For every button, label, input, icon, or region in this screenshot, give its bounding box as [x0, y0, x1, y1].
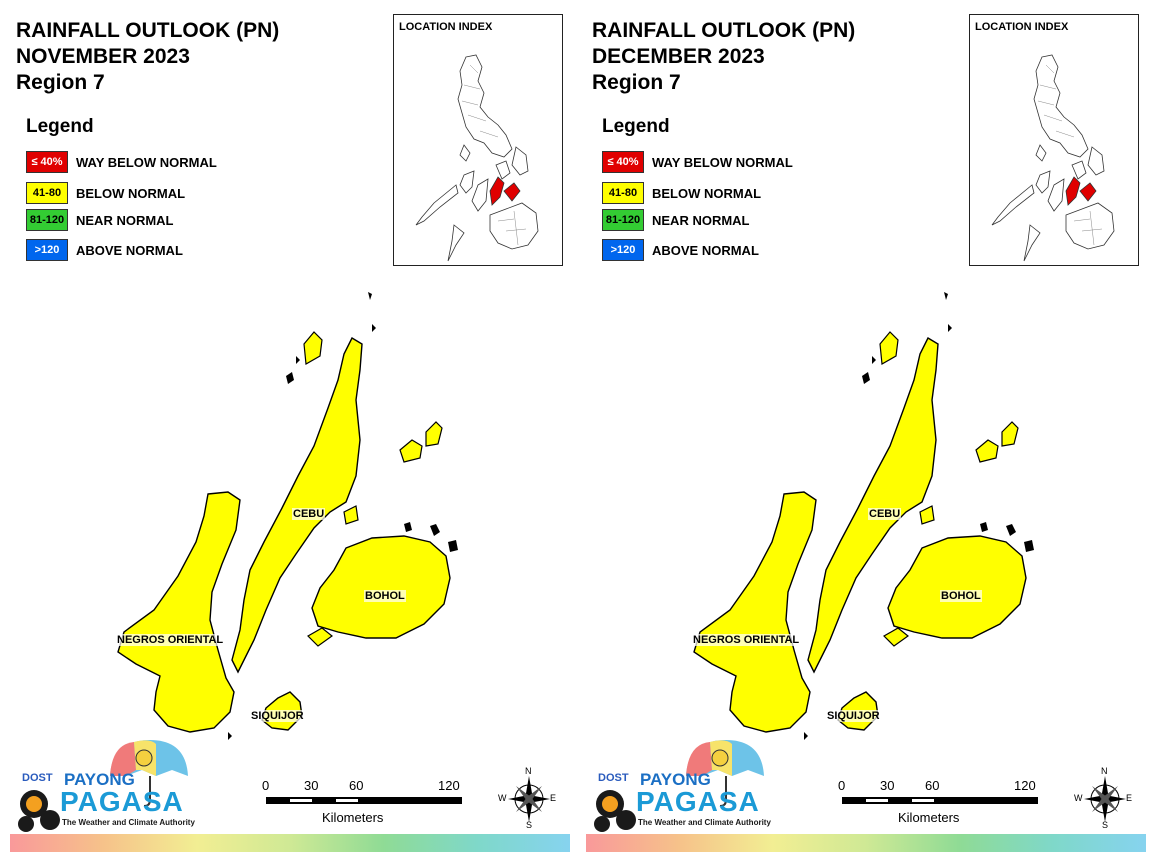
legend-label: BELOW NORMAL	[76, 185, 186, 201]
legend-item-above-normal: >120 ABOVE NORMAL	[26, 238, 183, 262]
footer-color-bar	[586, 834, 1146, 852]
location-index-map: LOCATION INDEX	[393, 14, 563, 266]
location-index-title: LOCATION INDEX	[399, 21, 493, 33]
north-arrow-compass: N E S W	[1074, 766, 1136, 832]
compass-e: E	[1126, 793, 1133, 803]
title-line-2: NOVEMBER 2023	[16, 45, 190, 68]
negros-oriental-province	[117, 491, 241, 733]
logo-tagline: The Weather and Climate Authority	[638, 818, 771, 827]
legend-item-near-normal: 81-120 NEAR NORMAL	[26, 208, 174, 232]
umbrella-logo-icon	[18, 740, 188, 832]
compass-n: N	[525, 766, 532, 776]
scale-tick-30: 30	[880, 778, 895, 793]
legend-swatch: 81-120	[602, 209, 644, 231]
scale-unit-label: Kilometers	[898, 810, 960, 825]
scale-tick-60: 60	[925, 778, 940, 793]
logo-payong: PAYONG	[64, 770, 135, 789]
legend-item-below-normal: 41-80 BELOW NORMAL	[602, 181, 761, 205]
region-7-province-map	[693, 292, 1034, 740]
place-label-cebu: CEBU	[868, 508, 902, 520]
scale-bar-graphic	[842, 797, 1038, 804]
legend-item-way-below-normal: ≤ 40% WAY BELOW NORMAL	[26, 150, 217, 174]
map-title: RAINFALL OUTLOOK (PN) DECEMBER 2023 Regi…	[592, 18, 855, 96]
title-line-3: Region 7	[592, 71, 681, 94]
scale-tick-120: 120	[1014, 778, 1036, 793]
compass-n: N	[1101, 766, 1108, 776]
legend-swatch: >120	[602, 239, 644, 261]
scale-tick-0: 0	[262, 778, 270, 793]
cebu-province	[231, 337, 363, 674]
compass-rose-icon	[1084, 776, 1126, 822]
place-label-bohol: BOHOL	[364, 590, 406, 602]
compass-w: W	[1074, 793, 1083, 803]
footer-color-bar	[10, 834, 570, 852]
place-label-cebu: CEBU	[292, 508, 326, 520]
legend-label: NEAR NORMAL	[76, 212, 174, 228]
title-line-1: RAINFALL OUTLOOK (PN)	[16, 19, 280, 42]
legend-swatch: 41-80	[26, 182, 68, 204]
scale-tick-120: 120	[438, 778, 460, 793]
region-7-province-map	[117, 292, 458, 740]
legend-title: Legend	[602, 116, 670, 137]
map-title: RAINFALL OUTLOOK (PN) NOVEMBER 2023 Regi…	[16, 18, 279, 96]
scale-tick-30: 30	[304, 778, 319, 793]
legend-swatch: ≤ 40%	[26, 151, 68, 173]
compass-w: W	[498, 793, 507, 803]
logo-payong: PAYONG	[640, 770, 711, 789]
legend-label: WAY BELOW NORMAL	[652, 154, 793, 170]
legend-swatch: >120	[26, 239, 68, 261]
logo-pagasa: PAGASA	[60, 786, 184, 817]
legend-label: WAY BELOW NORMAL	[76, 154, 217, 170]
title-line-1: RAINFALL OUTLOOK (PN)	[592, 19, 856, 42]
philippines-outline	[991, 54, 1115, 262]
umbrella-logo-icon	[594, 740, 764, 832]
place-label-negros-oriental: NEGROS ORIENTAL	[692, 634, 801, 646]
place-label-negros-oriental: NEGROS ORIENTAL	[116, 634, 225, 646]
logo-dost: DOST	[598, 772, 629, 784]
legend-label: ABOVE NORMAL	[76, 242, 183, 258]
legend-label: BELOW NORMAL	[652, 185, 762, 201]
compass-rose-icon	[508, 776, 550, 822]
logo-tagline: The Weather and Climate Authority	[62, 818, 195, 827]
bohol-province	[311, 535, 451, 639]
place-label-bohol: BOHOL	[940, 590, 982, 602]
payong-pagasa-logo: DOST PAYONG PAGASA The Weather and Clima…	[592, 740, 772, 832]
legend-item-below-normal: 41-80 BELOW NORMAL	[26, 181, 185, 205]
compass-s: S	[1102, 820, 1109, 830]
bohol-province	[887, 535, 1027, 639]
legend-swatch: ≤ 40%	[602, 151, 644, 173]
place-label-siquijor: SIQUIJOR	[250, 710, 305, 722]
scale-bar-graphic	[266, 797, 462, 804]
scale-bar: 0 30 60 120 Kilometers	[258, 778, 468, 828]
place-label-siquijor: SIQUIJOR	[826, 710, 881, 722]
location-index-title: LOCATION INDEX	[975, 21, 1069, 33]
legend-title: Legend	[26, 116, 94, 137]
scale-tick-60: 60	[349, 778, 364, 793]
negros-oriental-province	[693, 491, 817, 733]
outlook-panel-november: RAINFALL OUTLOOK (PN) NOVEMBER 2023 Regi…	[10, 14, 570, 852]
scale-tick-0: 0	[838, 778, 846, 793]
north-arrow-compass: N E S W	[498, 766, 560, 832]
legend-label: ABOVE NORMAL	[652, 242, 759, 258]
legend-label: NEAR NORMAL	[652, 212, 750, 228]
scale-bar: 0 30 60 120 Kilometers	[834, 778, 1044, 828]
location-index-map: LOCATION INDEX	[969, 14, 1139, 266]
compass-s: S	[526, 820, 533, 830]
logo-pagasa: PAGASA	[636, 786, 760, 817]
compass-e: E	[550, 793, 557, 803]
payong-pagasa-logo: DOST PAYONG PAGASA The Weather and Clima…	[16, 740, 196, 832]
legend-item-way-below-normal: ≤ 40% WAY BELOW NORMAL	[602, 150, 793, 174]
title-line-2: DECEMBER 2023	[592, 45, 765, 68]
logo-dost: DOST	[22, 772, 53, 784]
cebu-province	[807, 337, 939, 674]
philippines-outline	[415, 54, 539, 262]
legend-item-near-normal: 81-120 NEAR NORMAL	[602, 208, 750, 232]
legend-swatch: 41-80	[602, 182, 644, 204]
outlook-panel-december: RAINFALL OUTLOOK (PN) DECEMBER 2023 Regi…	[576, 0, 1152, 864]
legend-item-above-normal: >120 ABOVE NORMAL	[602, 238, 759, 262]
legend-swatch: 81-120	[26, 209, 68, 231]
title-line-3: Region 7	[16, 71, 105, 94]
scale-unit-label: Kilometers	[322, 810, 384, 825]
